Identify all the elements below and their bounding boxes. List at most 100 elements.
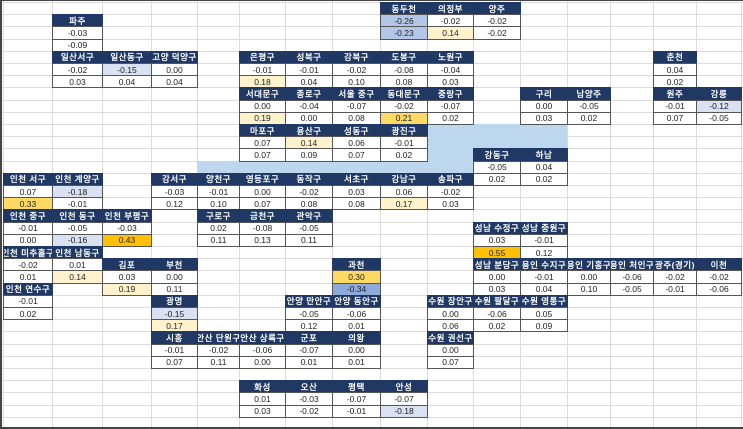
district-value[interactable]: -0.04	[427, 63, 474, 77]
district-value[interactable]: 0.01	[332, 355, 381, 369]
district-header[interactable]: 화성	[239, 380, 286, 394]
district-value[interactable]: 0.14	[285, 136, 333, 150]
district-header[interactable]: 군포	[285, 331, 333, 345]
district-value[interactable]: 0.08	[380, 75, 428, 89]
district-value[interactable]: 0.07	[239, 136, 286, 150]
district-value[interactable]: 0.08	[285, 197, 333, 211]
district-value[interactable]: 0.00	[3, 233, 53, 247]
district-value[interactable]: -0.01	[3, 221, 53, 235]
district-value[interactable]: 0.11	[197, 355, 240, 369]
district-value[interactable]: 0.19	[102, 282, 152, 296]
district-value[interactable]: 0.07	[427, 355, 474, 369]
district-header[interactable]: 수원 권선구	[427, 331, 474, 345]
district-value[interactable]: -0.07	[332, 392, 381, 406]
district-value[interactable]: 0.03	[427, 75, 474, 89]
district-header[interactable]: 인천 중구	[3, 209, 53, 223]
district-value[interactable]: 0.10	[197, 197, 240, 211]
district-value[interactable]: 0.08	[332, 197, 381, 211]
district-value[interactable]: 0.03	[52, 75, 103, 89]
district-value[interactable]: 0.08	[332, 111, 381, 125]
district-header[interactable]: 구로구	[197, 209, 240, 223]
district-header[interactable]: 서대문구	[239, 87, 286, 101]
district-value[interactable]: -0.04	[285, 99, 333, 113]
district-value[interactable]: 0.04	[102, 75, 152, 89]
district-value[interactable]: 0.00	[520, 99, 568, 113]
district-header[interactable]: 도봉구	[380, 50, 428, 64]
district-value[interactable]: 0.18	[239, 75, 286, 89]
district-value[interactable]: -0.06	[696, 282, 742, 296]
district-header[interactable]: 종로구	[285, 87, 333, 101]
district-value[interactable]: 0.03	[427, 197, 474, 211]
district-value[interactable]: 0.04	[151, 75, 198, 89]
district-value[interactable]: 0.09	[285, 148, 333, 162]
district-value[interactable]: -0.05	[696, 111, 742, 125]
district-value[interactable]: -0.02	[3, 258, 53, 272]
district-value[interactable]: 0.06	[427, 319, 474, 333]
district-value[interactable]: -0.05	[473, 160, 521, 174]
district-value[interactable]: 0.21	[380, 111, 428, 125]
district-value[interactable]: 0.02	[653, 75, 697, 89]
district-value[interactable]: -0.03	[52, 26, 103, 40]
district-value[interactable]: -0.01	[151, 343, 198, 357]
district-value[interactable]: -0.03	[102, 221, 152, 235]
district-value[interactable]: 0.09	[520, 319, 568, 333]
district-value[interactable]: 0.10	[332, 75, 381, 89]
district-value[interactable]: -0.02	[427, 14, 474, 28]
district-header[interactable]: 일산동구	[102, 50, 152, 64]
district-value[interactable]: -0.06	[610, 270, 654, 284]
district-value[interactable]: -0.05	[52, 221, 103, 235]
district-header[interactable]: 안산 단원구	[197, 331, 240, 345]
district-header[interactable]: 양천구	[197, 172, 240, 186]
district-value[interactable]: -0.07	[427, 99, 474, 113]
district-header[interactable]: 원주	[653, 87, 697, 101]
district-header[interactable]: 동작구	[285, 172, 333, 186]
district-header[interactable]: 일산서구	[52, 50, 103, 64]
district-value[interactable]: -0.07	[285, 343, 333, 357]
district-value[interactable]: -0.02	[380, 99, 428, 113]
district-header[interactable]: 구리	[520, 87, 568, 101]
district-value[interactable]: -0.05	[567, 99, 611, 113]
district-value[interactable]: 0.02	[567, 111, 611, 125]
district-value[interactable]: -0.01	[653, 99, 697, 113]
district-value[interactable]: 0.01	[332, 319, 381, 333]
district-value[interactable]: 0.03	[239, 404, 286, 418]
district-header[interactable]: 남양주	[567, 87, 611, 101]
district-header[interactable]: 관악구	[285, 209, 333, 223]
district-value[interactable]: -0.01	[332, 404, 381, 418]
district-value[interactable]: -0.01	[52, 197, 103, 211]
district-value[interactable]: -0.02	[427, 185, 474, 199]
district-value[interactable]: -0.09	[52, 38, 103, 52]
district-value[interactable]: -0.34	[332, 282, 381, 296]
district-value[interactable]: 0.07	[239, 148, 286, 162]
district-value[interactable]: -0.01	[520, 233, 568, 247]
district-value[interactable]: -0.01	[520, 270, 568, 284]
district-header[interactable]: 수원 영통구	[520, 294, 568, 308]
district-value[interactable]: 0.00	[427, 343, 474, 357]
district-value[interactable]: -0.01	[653, 282, 697, 296]
district-value[interactable]: 0.00	[285, 111, 333, 125]
district-value[interactable]: 0.17	[380, 197, 428, 211]
district-value[interactable]: 0.12	[285, 319, 333, 333]
district-value[interactable]: 0.07	[653, 111, 697, 125]
district-value[interactable]: 0.03	[473, 282, 521, 296]
district-value[interactable]: -0.07	[332, 99, 381, 113]
district-value[interactable]: 0.04	[520, 282, 568, 296]
district-value[interactable]: -0.18	[380, 404, 428, 418]
district-header[interactable]: 서초구	[332, 172, 381, 186]
district-header[interactable]: 과천	[332, 258, 381, 272]
district-header[interactable]: 광주(경기)	[653, 258, 697, 272]
district-value[interactable]: 0.14	[52, 270, 103, 284]
district-value[interactable]: 0.13	[239, 233, 286, 247]
district-header[interactable]: 광명	[151, 294, 198, 308]
district-value[interactable]: 0.11	[151, 282, 198, 296]
district-header[interactable]: 김포	[102, 258, 152, 272]
district-value[interactable]: 0.00	[239, 99, 286, 113]
district-value[interactable]: 0.02	[473, 319, 521, 333]
district-header[interactable]: 부천	[151, 258, 198, 272]
district-header[interactable]: 강서구	[151, 172, 198, 186]
district-header[interactable]: 안성	[380, 380, 428, 394]
district-header[interactable]: 중랑구	[427, 87, 474, 101]
district-value[interactable]: 0.04	[285, 75, 333, 89]
district-header[interactable]: 은평구	[239, 50, 286, 64]
district-value[interactable]: -0.03	[285, 392, 333, 406]
